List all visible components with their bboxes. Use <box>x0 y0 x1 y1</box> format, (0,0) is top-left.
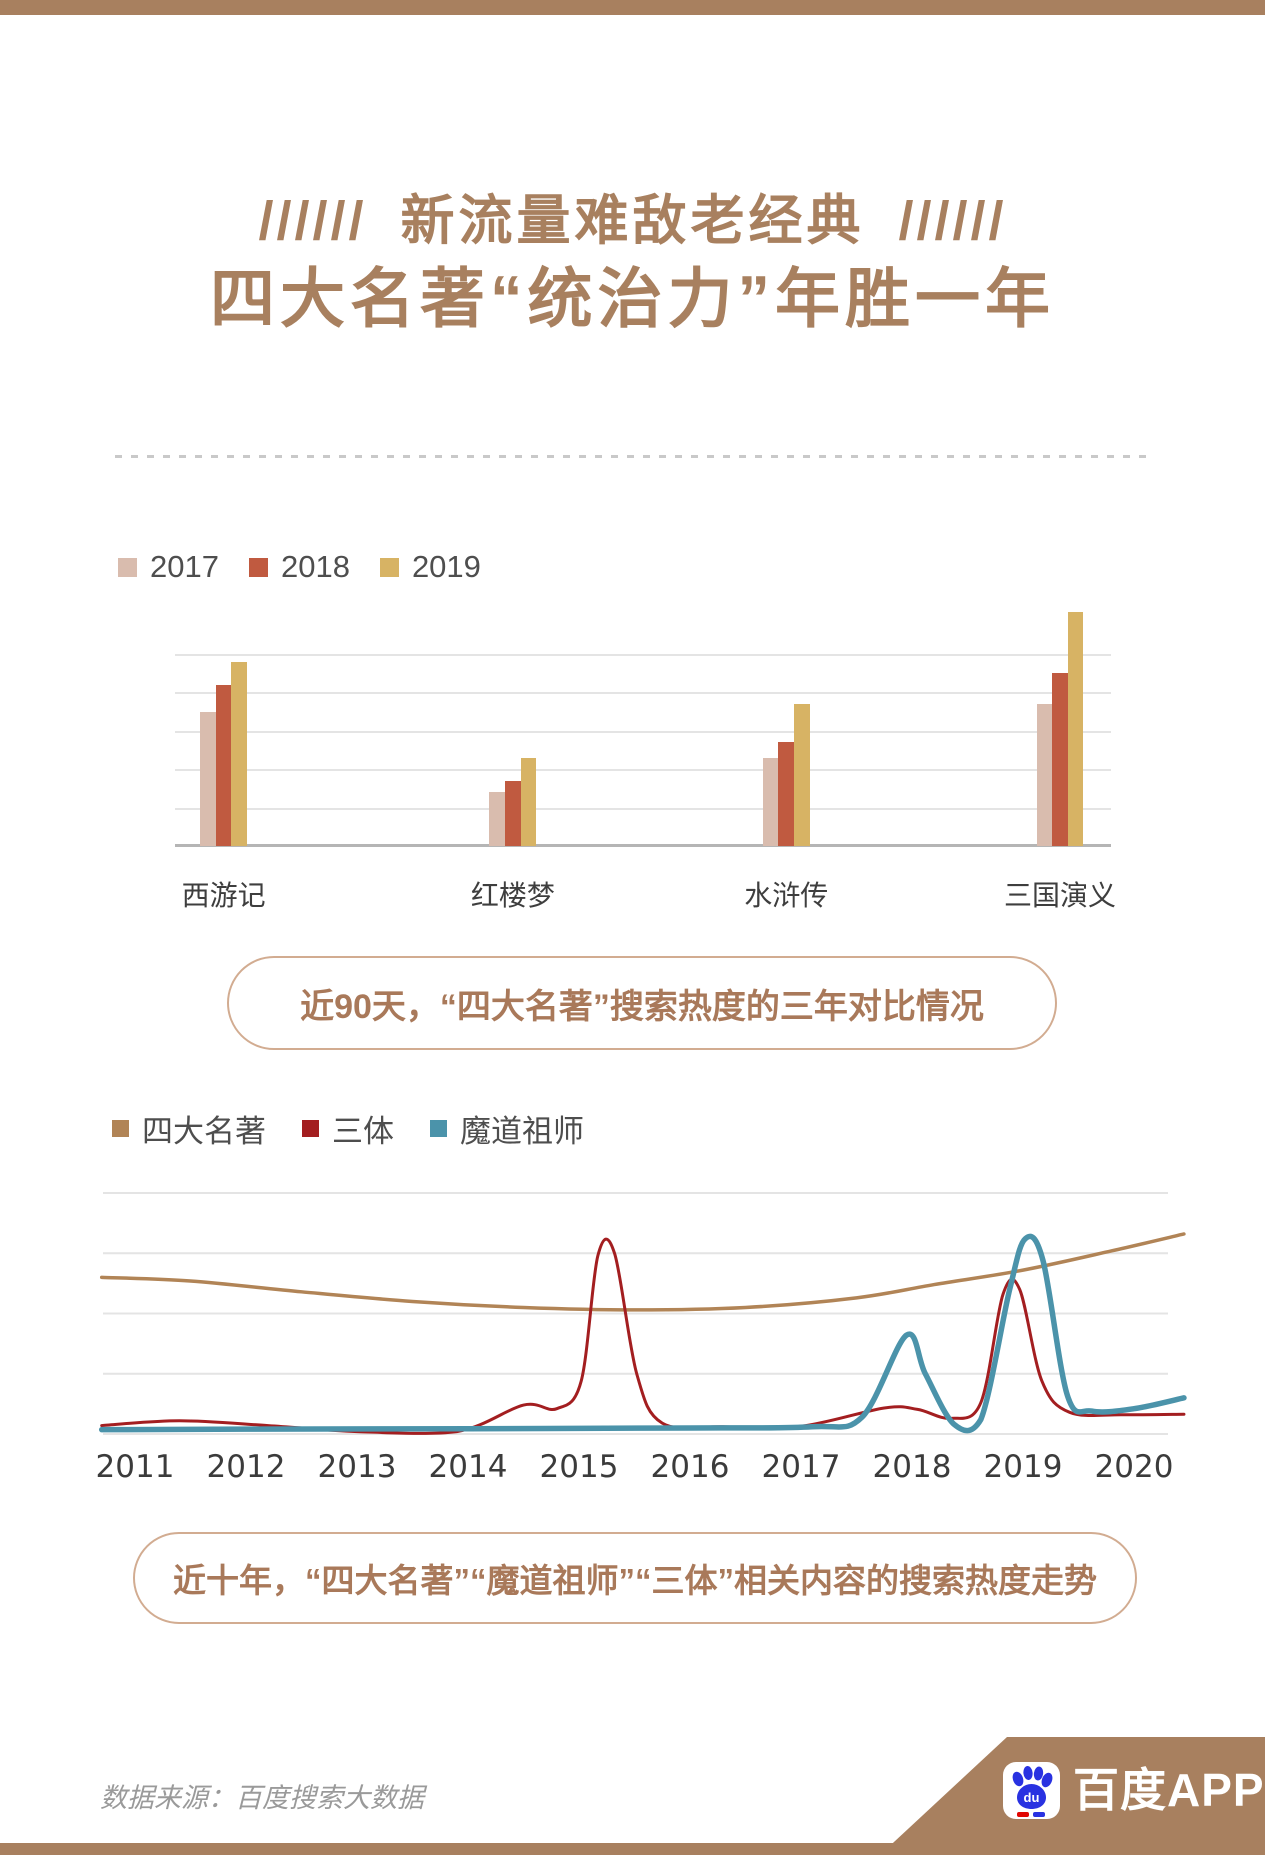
legend-swatch-icon <box>379 557 399 577</box>
year-label: 2016 <box>650 1449 730 1485</box>
legend-swatch-icon <box>112 1120 129 1137</box>
bar-2017 <box>489 792 506 846</box>
gridline <box>175 654 1111 656</box>
gridline <box>175 769 1111 772</box>
title-line-1: ////// 新流量难敌老经典 ////// <box>0 191 1265 251</box>
bar-group <box>1036 611 1084 846</box>
legend-label: 2017 <box>150 549 219 584</box>
bottom-brand-bar <box>0 1843 1265 1855</box>
category-label: 红楼梦 <box>470 881 555 912</box>
legend-item: 2017 <box>118 549 219 585</box>
bar-2019 <box>520 757 537 846</box>
series-path-1 <box>99 1232 1186 1312</box>
slash-decoration-right: ////// <box>898 191 1007 251</box>
series-path-2 <box>100 1237 1186 1435</box>
legend-label: 2018 <box>280 549 350 584</box>
bar-2019 <box>231 661 248 846</box>
bar-group <box>489 654 537 846</box>
bar-2018 <box>215 684 232 846</box>
series-path-3 <box>98 1233 1187 1434</box>
paw-du-text: du <box>1024 1790 1040 1805</box>
legend-label: 三体 <box>332 1114 394 1149</box>
legend-item: 2019 <box>379 549 481 585</box>
x-axis-line <box>175 844 1111 847</box>
dashed-divider <box>115 455 1150 458</box>
bar-chart: 西游记 红楼梦 水浒传 三国演义 <box>175 611 1116 912</box>
legend-swatch-icon <box>118 557 137 577</box>
bar-2017 <box>1036 703 1053 846</box>
line-chart <box>98 1192 1187 1435</box>
year-label: 2014 <box>428 1449 508 1485</box>
legend-label: 四大名著 <box>142 1114 266 1149</box>
category-label: 三国演义 <box>1003 881 1116 912</box>
year-label: 2020 <box>1094 1449 1174 1485</box>
category-label: 水浒传 <box>744 881 829 912</box>
gridline <box>175 807 1111 810</box>
bar-chart-legend: 2017 2018 2019 <box>118 549 481 585</box>
year-label: 2017 <box>761 1449 841 1485</box>
legend-item: 四大名著 <box>112 1106 266 1151</box>
year-label: 2012 <box>206 1449 286 1485</box>
legend-swatch-icon <box>302 1120 319 1137</box>
bar-group <box>762 654 810 846</box>
title-line-2: 四大名著“统治力”年胜一年 <box>209 262 1055 336</box>
line-chart-caption: 近十年，“四大名著”“魔道祖师”“三体”相关内容的搜索热度走势 <box>133 1532 1137 1624</box>
baidu-app-icon: du <box>1003 1762 1060 1819</box>
bar-2018 <box>778 742 794 846</box>
line-chart-legend: 四大名著 三体 魔道祖师 <box>112 1106 584 1151</box>
line-chart-x-axis: 2011 2012 2013 2014 2015 2016 2017 2018 2019 2020 <box>0 1449 1265 1491</box>
slash-decoration-left: ////// <box>258 191 367 251</box>
gridline <box>175 692 1111 695</box>
year-label: 2019 <box>983 1449 1063 1485</box>
legend-swatch-icon <box>430 1120 447 1137</box>
top-brand-bar <box>0 0 1265 15</box>
page-title: ////// 新流量难敌老经典 ////// 四大名著“统治力”年胜一年 <box>0 191 1265 336</box>
legend-label: 2019 <box>411 549 481 584</box>
legend-item: 魔道祖师 <box>430 1106 584 1151</box>
bar-2017 <box>200 711 216 846</box>
baidu-paw-icon: du <box>1012 1766 1053 1817</box>
bar-2019 <box>793 703 810 846</box>
legend-swatch-icon <box>248 557 268 577</box>
bar-group <box>200 654 248 846</box>
year-label: 2015 <box>539 1449 619 1485</box>
bar-2018 <box>505 780 521 846</box>
year-label: 2013 <box>317 1449 397 1485</box>
year-label: 2011 <box>95 1449 175 1485</box>
title-line-1-text: 新流量难敌老经典 <box>400 191 865 251</box>
year-label: 2018 <box>872 1449 952 1485</box>
legend-item: 三体 <box>302 1106 394 1151</box>
legend-label: 魔道祖师 <box>460 1114 584 1149</box>
bar-chart-caption: 近90天，“四大名著”搜索热度的三年对比情况 <box>227 956 1057 1050</box>
gridline <box>175 730 1111 733</box>
data-source-note: 数据来源：百度搜索大数据 <box>100 1783 424 1813</box>
bar-2019 <box>1067 611 1084 846</box>
legend-item: 2018 <box>248 549 350 585</box>
bar-2018 <box>1052 673 1068 846</box>
category-label: 西游记 <box>181 881 266 912</box>
bar-2017 <box>762 757 779 846</box>
baidu-app-logo-text: 百度APP <box>1073 1764 1265 1816</box>
